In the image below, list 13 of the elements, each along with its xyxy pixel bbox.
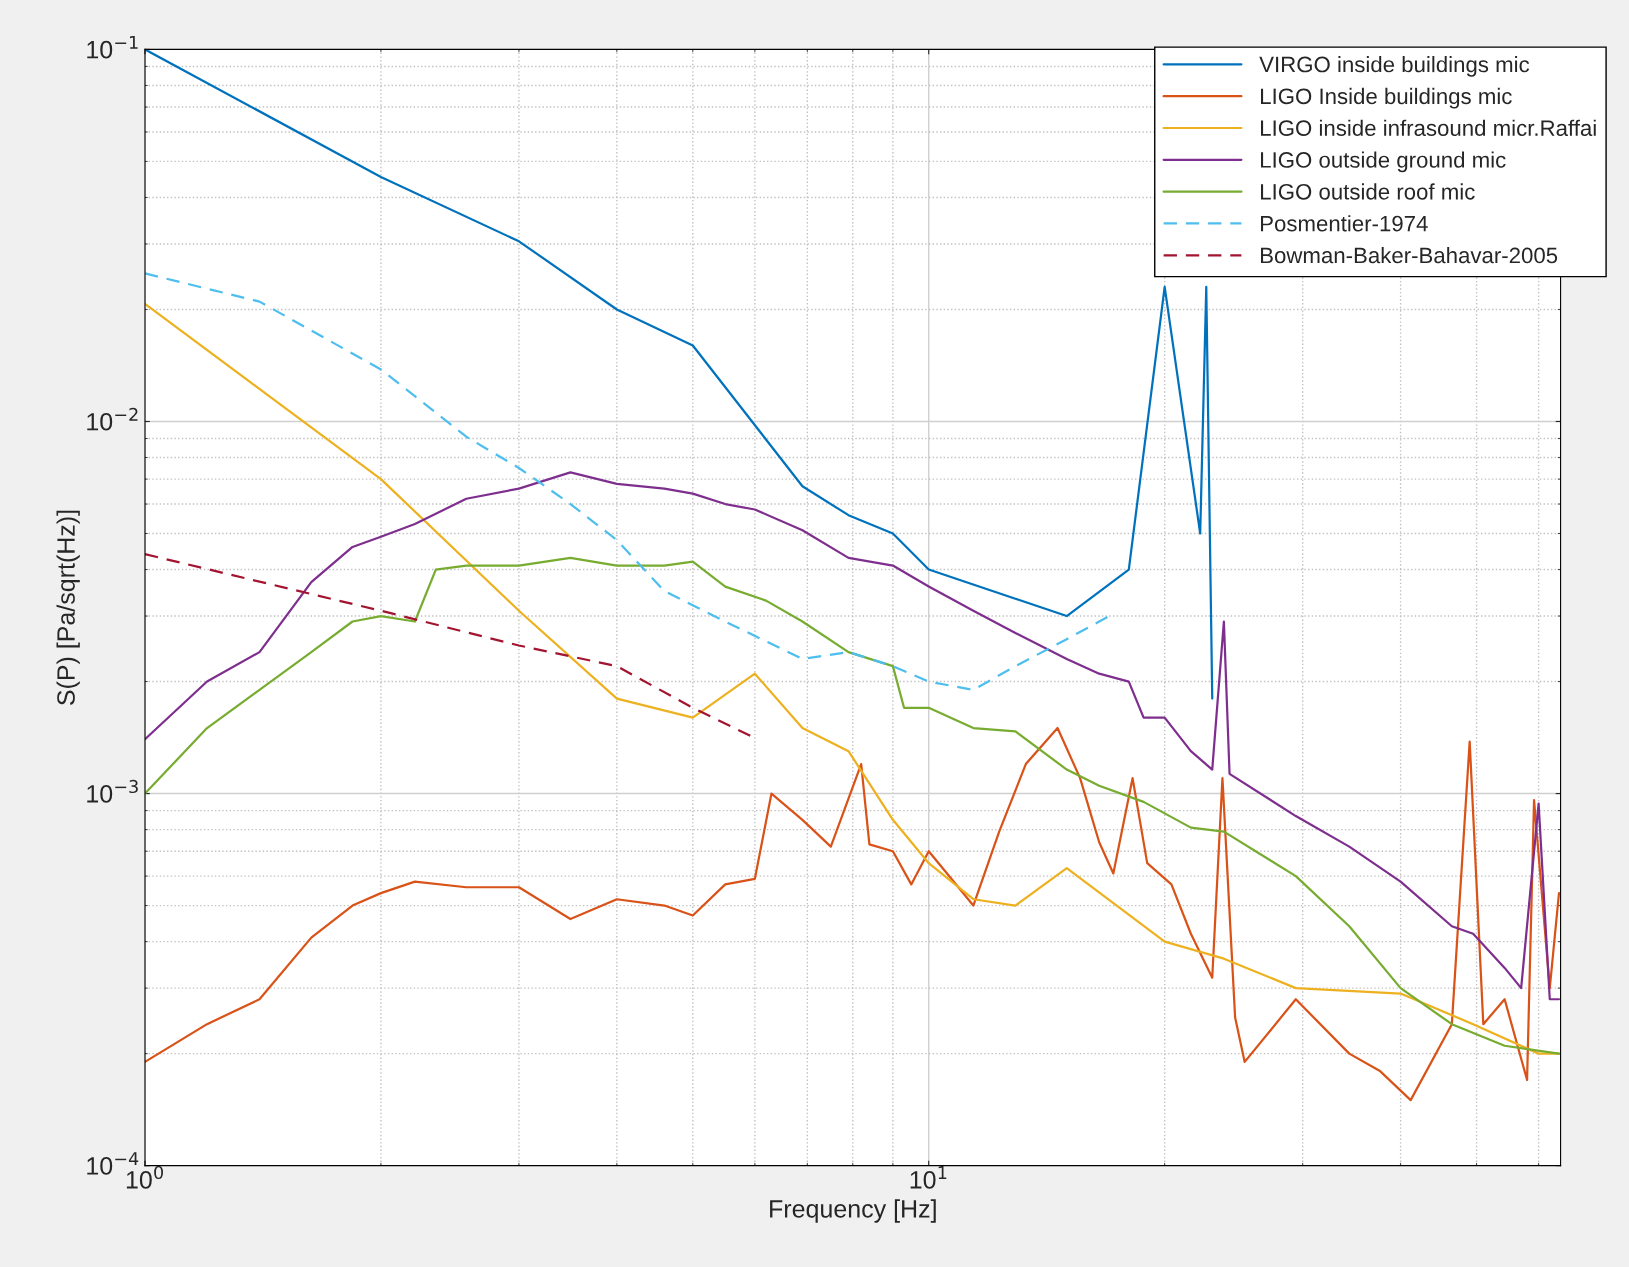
legend-label: Bowman-Baker-Bahavar-2005 xyxy=(1261,246,1558,264)
y-tick-label: 10$^{−1}$ xyxy=(87,35,138,59)
y-axis-title: S(P) [Pa/sqrt(Hz)] xyxy=(56,510,80,706)
y-tick-label: 10$^{−2}$ xyxy=(87,407,138,431)
legend-label: LIGO outside ground mic xyxy=(1261,151,1506,173)
legend-label: LIGO Inside buildings mic xyxy=(1261,87,1512,109)
legend-label: LIGO outside roof mic xyxy=(1261,183,1475,200)
x-axis-title: Frequency [Hz] xyxy=(770,1199,936,1223)
x-tick-label: 10$^{1}$ xyxy=(910,1166,947,1189)
legend-label: LIGO inside infrasound micr.Raffai xyxy=(1261,119,1596,136)
legend-label: Posmentier-1974 xyxy=(1261,215,1428,232)
y-tick-label: 10$^{−3}$ xyxy=(87,779,138,803)
legend-label: VIRGO inside buildings mic xyxy=(1259,56,1530,77)
